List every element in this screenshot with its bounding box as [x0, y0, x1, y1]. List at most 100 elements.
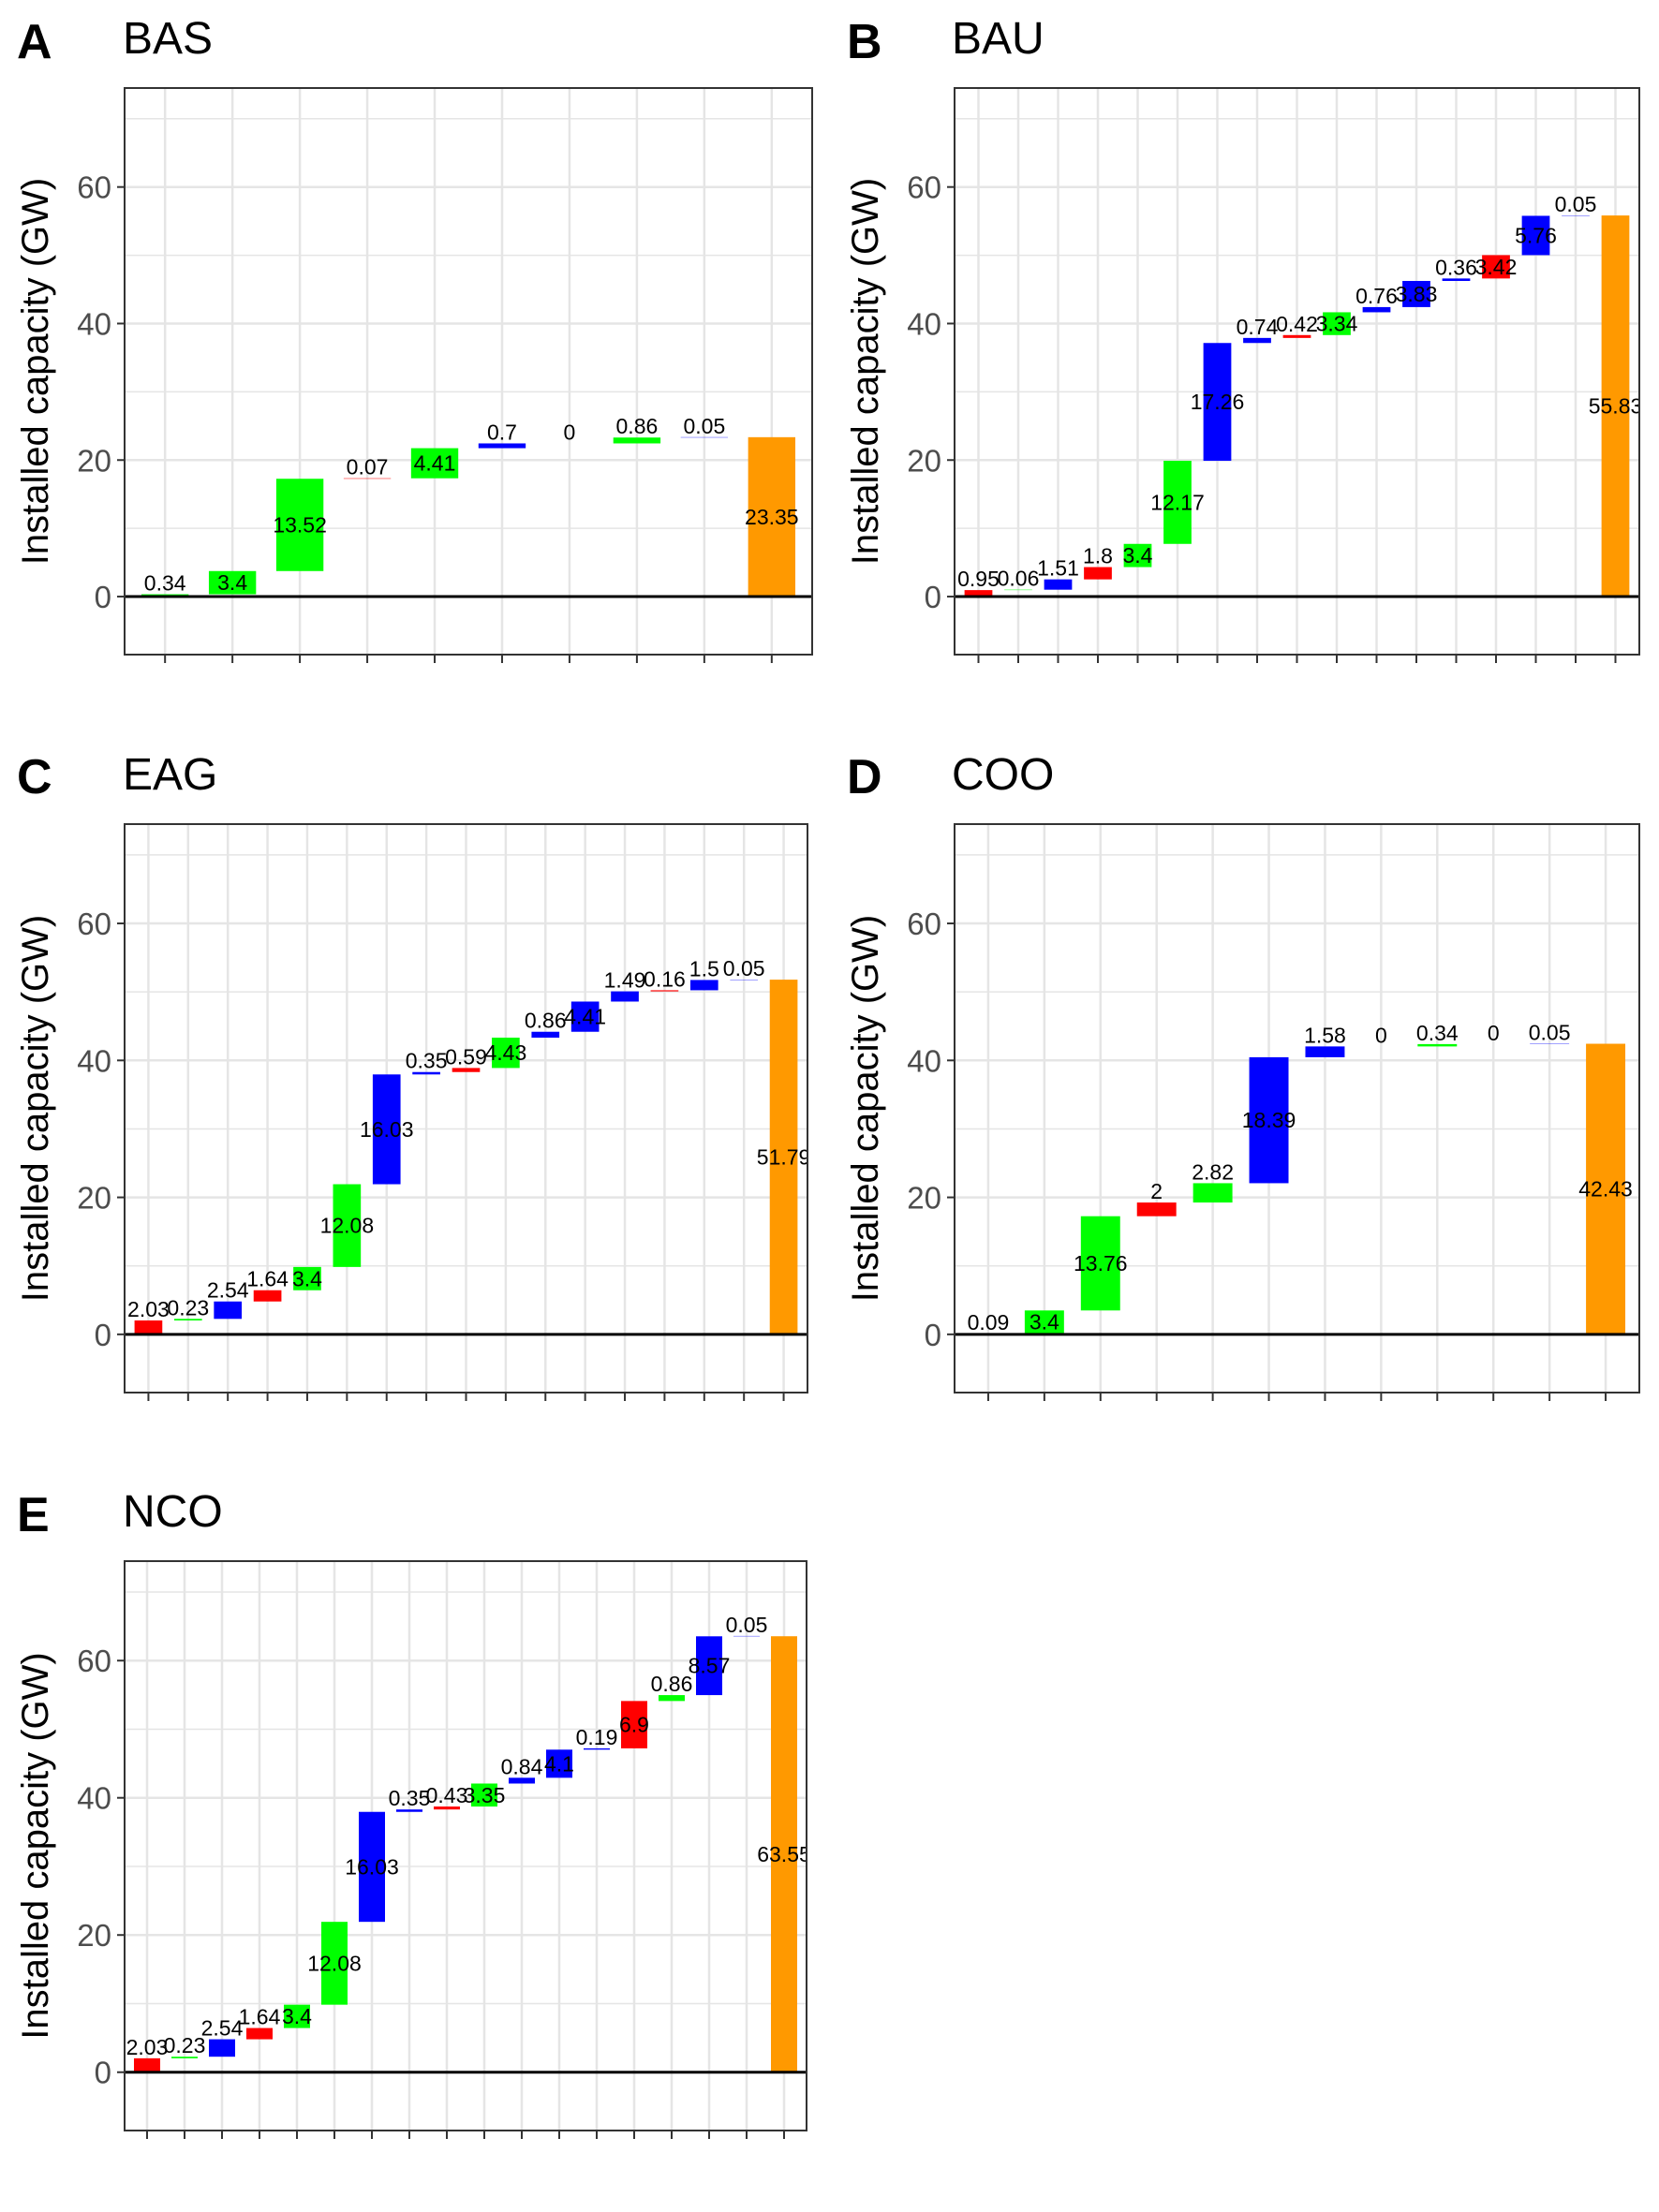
chart-panel-c: 2.030.232.541.64 3.412.0816.030.350.594.4… [15, 750, 808, 1401]
y-tick-label: 20 [907, 1181, 941, 1216]
bar-value-label: 1.64 [246, 1267, 289, 1291]
bar-value-label: 0.06 [998, 567, 1040, 591]
bar-value-label: 13.52 [273, 513, 327, 538]
bars-group [134, 980, 798, 1335]
y-tick-label: 60 [907, 907, 941, 941]
waterfall-bar [134, 2057, 160, 2072]
waterfall-bar [1442, 278, 1471, 281]
bar-value-label: 2 [1150, 1179, 1163, 1203]
bar-labels-group: 2.030.232.541.64 3.4 12.08 16.03 0.350.433.3… [126, 1613, 811, 2059]
bar-value-label: 0.34 [144, 571, 186, 596]
waterfall-bar [478, 443, 526, 449]
waterfall-bar [209, 2039, 235, 2057]
bar-value-label: 12.17 [1150, 490, 1205, 514]
bar-value-label: 0.05 [723, 956, 765, 981]
bar-value-label: 42.43 [1578, 1177, 1633, 1202]
y-tick-label: 60 [77, 170, 111, 205]
total-bar [769, 980, 798, 1335]
panel-title: EAG [123, 750, 217, 800]
bar-value-label: 0.35 [389, 1786, 431, 1810]
bar-value-label: 6.9 [619, 1713, 649, 1737]
bars-group [134, 1635, 797, 2072]
bar-value-label: 2.82 [1192, 1159, 1234, 1184]
plot-background [125, 88, 812, 655]
bar-value-label: 0.74 [1237, 315, 1279, 339]
waterfall-bar [570, 1001, 600, 1032]
waterfall-bar [275, 479, 324, 571]
y-tick-label: 0 [925, 580, 941, 614]
waterfall-bar [531, 1031, 560, 1039]
bar-value-label: 16.03 [345, 1854, 399, 1879]
panel-border [954, 823, 1640, 1394]
waterfall-bar [208, 570, 257, 595]
bar-value-label: 1.8 [1083, 544, 1113, 568]
bar-value-label: 0 [1488, 1021, 1500, 1045]
bar-value-label: 3.4 [217, 570, 247, 595]
bar-value-label: 0.23 [167, 1295, 209, 1320]
panel-border [124, 1560, 807, 2131]
bar-value-label: 0.95 [957, 567, 1000, 591]
waterfall-bar [1282, 334, 1311, 338]
waterfall-bar [689, 980, 718, 991]
waterfall-bar [1482, 255, 1510, 279]
bar-value-label: 1.5 [689, 956, 719, 981]
y-tick-label: 0 [925, 1318, 941, 1352]
bar-value-label: 0.86 [525, 1009, 567, 1033]
bar-value-label: 12.08 [320, 1214, 375, 1238]
waterfall-bar [1362, 306, 1391, 313]
bar-value-label: 3.34 [1316, 312, 1358, 336]
bar-value-label: 1.49 [604, 968, 646, 993]
waterfall-bar [1323, 312, 1351, 335]
bar-value-label: 2.54 [207, 1278, 249, 1303]
bar-value-label: 5.76 [1515, 223, 1557, 247]
waterfall-bar [372, 1074, 401, 1185]
bars-group [968, 1043, 1626, 1335]
waterfall-bar [492, 1038, 520, 1069]
waterfall-bar [1192, 1183, 1233, 1203]
total-bar [1586, 1043, 1626, 1335]
total-bar [1601, 215, 1630, 597]
bar-value-label: 23.35 [745, 505, 799, 529]
y-tick-label: 40 [907, 1043, 941, 1078]
y-axis-title: Installed capacity (GW) [845, 915, 886, 1302]
bar-value-label: 0.43 [426, 1783, 468, 1807]
waterfall-bar [1163, 461, 1192, 544]
waterfall-bar [1243, 337, 1271, 344]
y-tick-label: 60 [77, 907, 111, 941]
waterfall-bar [293, 1266, 321, 1290]
bar-value-label: 0.36 [1435, 255, 1477, 279]
y-tick-label: 0 [95, 580, 111, 614]
bar-value-label: 4.41 [414, 451, 456, 476]
y-axis-title: Installed capacity (GW) [845, 178, 886, 565]
waterfall-bar [1024, 1310, 1064, 1335]
waterfall-bar [1080, 1216, 1120, 1311]
bar-value-label: 0.84 [501, 1754, 543, 1778]
waterfall-bar [412, 1071, 440, 1075]
waterfall-bar [171, 2057, 198, 2058]
bar-value-label: 3.4 [282, 2004, 312, 2028]
bar-value-label: 0.7 [487, 420, 517, 444]
waterfall-bar [284, 2004, 310, 2028]
bar-value-label: 16.03 [360, 1117, 414, 1142]
y-axis-title: Installed capacity (GW) [15, 1652, 56, 2039]
bars-group [141, 436, 796, 597]
bar-value-label: 63.55 [757, 1842, 811, 1866]
bar-value-label: 0.16 [644, 966, 686, 991]
bar-value-label: 18.39 [1242, 1108, 1296, 1132]
waterfall-bar [1402, 280, 1430, 307]
bar-value-label: 1.58 [1304, 1023, 1346, 1047]
waterfall-bar [253, 1290, 282, 1302]
bar-value-label: 55.83 [1589, 394, 1643, 419]
waterfall-bar [1417, 1043, 1458, 1047]
waterfall-bar [621, 1701, 647, 1748]
bar-labels-group: 0.950.061.511.8 3.4 12.17 17.26 0.740.423.34… [957, 192, 1643, 591]
bar-value-label: 2.03 [126, 2035, 169, 2059]
y-tick-label: 60 [907, 170, 941, 205]
chart-panel-d: 0.09 3.4 13.76 2 2.82 18.39 1.58 0 0.34 0 0.05 42.4… [845, 750, 1640, 1401]
bar-labels-group: 2.030.232.541.64 3.412.0816.030.350.594.4… [127, 956, 807, 1321]
bar-value-label: 2.54 [201, 2016, 244, 2041]
bar-value-label: 1.51 [1037, 556, 1079, 581]
panel-letter: E [17, 1488, 50, 1542]
waterfall-bar [214, 1301, 243, 1320]
